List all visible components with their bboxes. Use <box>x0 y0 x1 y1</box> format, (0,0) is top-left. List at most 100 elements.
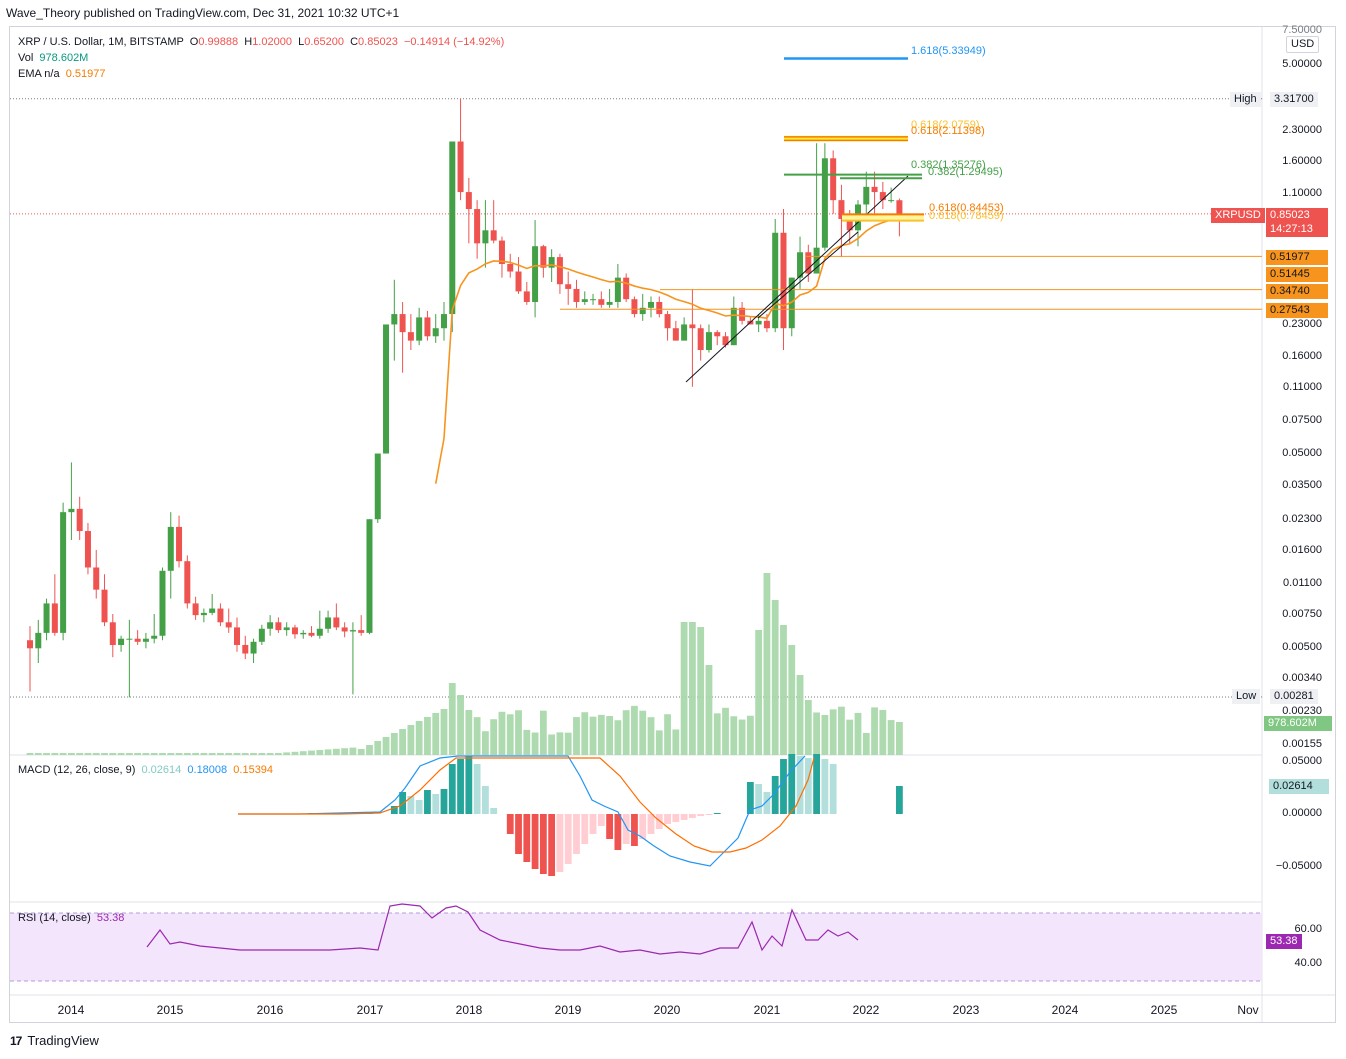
macd-tick-0.05: 0.05000 <box>1282 755 1322 767</box>
ema-value: 0.51977 <box>65 68 106 80</box>
candle-body <box>739 307 746 321</box>
volume-bar <box>407 725 415 755</box>
candle-body <box>242 644 249 654</box>
volume-bar <box>68 753 75 755</box>
candle-body <box>349 630 356 632</box>
candle-body <box>797 252 804 278</box>
volume-bar <box>746 715 754 755</box>
candle-body <box>540 246 547 268</box>
ema-line <box>434 218 900 484</box>
volume-bar <box>457 695 464 755</box>
candle-body <box>325 617 332 629</box>
high-value-tag: 3.31700 <box>1270 92 1318 107</box>
x-label-2022: 2022 <box>852 1003 880 1017</box>
axis-tick-0.075: 0.07500 <box>1282 414 1322 426</box>
currency-badge[interactable]: USD <box>1286 36 1320 53</box>
volume-bar <box>150 753 158 755</box>
candle-body <box>275 622 282 631</box>
fib-0382-label-b: 0.382(1.29495) <box>928 166 1003 178</box>
macd-hist-bar <box>664 814 671 824</box>
candle-body <box>60 512 67 633</box>
axis-tick-0.11: 0.11000 <box>1283 381 1322 393</box>
macd-hist-bar <box>482 786 489 814</box>
volume-bar <box>159 753 166 755</box>
rsi-tick-40: 40.00 <box>1294 957 1322 969</box>
volume-bar <box>730 716 738 755</box>
rsi-value: 53.38 <box>96 912 125 924</box>
candle-body <box>730 307 737 346</box>
rsi-line <box>146 903 859 955</box>
candle-body <box>300 632 307 635</box>
x-label-2019: 2019 <box>554 1003 582 1017</box>
volume-bar <box>34 753 42 755</box>
ema-price-tag: 0.51977 <box>1266 250 1328 265</box>
macd-hist-bar <box>746 782 754 814</box>
candle-body <box>93 567 100 590</box>
candle-body <box>358 630 365 633</box>
x-label-2015: 2015 <box>156 1003 184 1017</box>
volume-bar <box>879 709 887 755</box>
tradingview-footer[interactable]: 17 TradingView <box>10 1033 99 1048</box>
macd-tick-neg0.05: −0.05000 <box>1275 860 1322 872</box>
candle-body <box>573 288 580 302</box>
volume-bar <box>109 753 117 755</box>
candle-body <box>126 638 133 640</box>
macd-hist-bar <box>804 758 812 814</box>
volume-bar <box>771 600 779 755</box>
macd-hist-bar <box>614 814 622 850</box>
candle-body <box>250 641 257 654</box>
x-label-2017: 2017 <box>356 1003 384 1017</box>
candle-body <box>383 324 390 454</box>
candle-body <box>689 324 696 329</box>
candle-body <box>888 200 895 202</box>
volume-bar <box>76 753 84 755</box>
volume-bar <box>862 732 870 755</box>
macd-hist-bar <box>763 792 771 814</box>
rsi-legend: RSI (14, close) 53.38 <box>18 912 125 924</box>
candle-body <box>267 622 274 629</box>
volume-bar <box>804 700 812 755</box>
macd-hist-bar <box>440 789 448 814</box>
volume-bar <box>788 645 796 755</box>
level-tag-2: 0.34740 <box>1266 284 1328 299</box>
volume-bar <box>655 730 663 755</box>
candle-body <box>391 314 398 325</box>
fib-0618-label-c: 0.618(0.84453) <box>929 202 1004 214</box>
candle-body <box>581 299 588 302</box>
volume-bar <box>614 720 622 755</box>
macd-hist-bar <box>631 814 638 846</box>
macd-hist-bar <box>755 784 763 814</box>
candle-body <box>184 561 191 604</box>
volume-bar <box>871 707 878 755</box>
candle-body <box>623 277 630 300</box>
candle-body <box>871 186 878 193</box>
candle-body <box>474 209 481 244</box>
macd-hist-bar <box>647 814 655 834</box>
volume-bar <box>573 717 580 755</box>
volume-bar <box>134 753 142 755</box>
volume-bar <box>846 719 854 755</box>
volume-bar <box>399 729 406 755</box>
volume-bar <box>738 719 746 755</box>
candle-body <box>896 200 903 214</box>
volume-bar <box>183 753 191 755</box>
axis-tick-5: 5.00000 <box>1282 58 1322 70</box>
volume-bar <box>606 716 613 755</box>
volume-bar <box>415 721 423 755</box>
fib-0618-zone-upper <box>784 135 908 142</box>
x-label-2024: 2024 <box>1051 1003 1079 1017</box>
candle-body <box>565 284 572 289</box>
candle-body <box>664 314 671 329</box>
macd-hist-bar <box>639 814 647 839</box>
bar-countdown: 14:27:13 <box>1266 222 1328 237</box>
candle-body <box>548 257 555 268</box>
x-label-2025: 2025 <box>1150 1003 1178 1017</box>
macd-hist-bar <box>780 759 787 814</box>
candle-body <box>291 627 298 635</box>
volume-bar <box>506 714 514 755</box>
volume-bar <box>175 753 183 755</box>
volume-bar <box>589 716 597 755</box>
volume-bar <box>680 622 688 755</box>
volume-bar <box>672 729 680 755</box>
